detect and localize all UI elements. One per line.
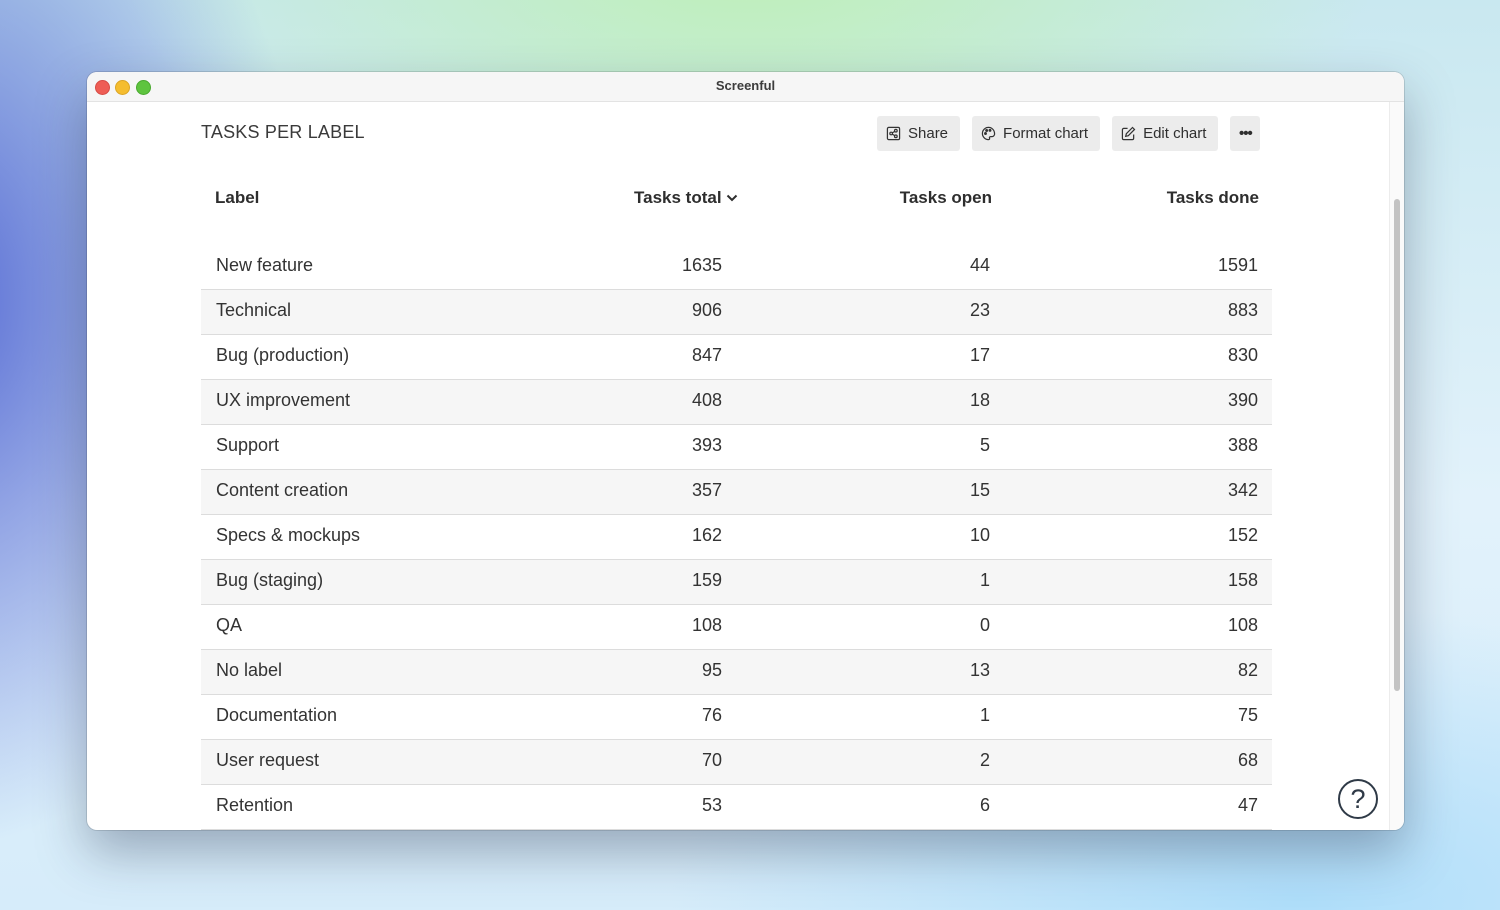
cell-tasks-open: 15 [969, 480, 990, 500]
table-row[interactable]: Retention 53 6 47 [201, 785, 1272, 830]
close-window-button[interactable] [95, 80, 110, 95]
cell-label: Content creation [216, 480, 349, 500]
cell-tasks-done: 830 [1227, 345, 1258, 365]
cell-tasks-open: 1 [979, 570, 990, 590]
table-row[interactable]: UX improvement 408 18 390 [201, 380, 1272, 425]
cell-label: User request [216, 750, 320, 770]
cell-tasks-done: 68 [1237, 750, 1258, 770]
cell-label: UX improvement [216, 390, 351, 410]
cell-tasks-total: 162 [691, 525, 722, 545]
cell-tasks-done: 152 [1227, 525, 1258, 545]
tasks-table: Label Tasks total Tasks open Tasks done [201, 177, 1272, 830]
maximize-window-button[interactable] [136, 80, 151, 95]
window-title: Screenful [715, 78, 776, 93]
cell-tasks-total: 70 [701, 750, 722, 770]
table-row[interactable]: Technical 906 23 883 [201, 290, 1272, 335]
cell-tasks-done: 82 [1237, 660, 1258, 680]
cell-tasks-total: 159 [691, 570, 722, 590]
page-title: TASKS PER LABEL [201, 122, 365, 142]
share-icon [886, 126, 901, 141]
cell-label: QA [216, 615, 243, 635]
cell-label: Documentation [216, 705, 338, 725]
table-row[interactable]: New feature 1635 44 1591 [201, 245, 1272, 290]
format-chart-button-label: Format chart [1003, 125, 1089, 142]
cell-tasks-total: 357 [691, 480, 722, 500]
table-row[interactable]: Bug (staging) 159 1 158 [201, 560, 1272, 605]
cell-tasks-open: 23 [969, 300, 990, 320]
cell-tasks-done: 47 [1237, 795, 1258, 815]
cell-tasks-total: 108 [691, 615, 722, 635]
table-row[interactable]: Bug (production) 847 17 830 [201, 335, 1272, 380]
cell-tasks-total: 95 [701, 660, 722, 680]
cell-tasks-total: 393 [691, 435, 722, 455]
palette-icon [981, 126, 996, 141]
more-options-button[interactable]: ••• [1230, 116, 1261, 151]
share-button[interactable]: Share [877, 116, 961, 151]
cell-tasks-open: 2 [979, 750, 990, 770]
cell-tasks-total: 53 [701, 795, 722, 815]
cell-tasks-done: 1591 [1217, 255, 1258, 275]
cell-tasks-open: 17 [969, 345, 990, 365]
cell-tasks-done: 390 [1227, 390, 1258, 410]
table-header: Label Tasks total Tasks open Tasks done [201, 177, 1272, 225]
cell-tasks-total: 76 [701, 705, 722, 725]
table-row[interactable]: No label 95 13 82 [201, 650, 1272, 695]
app-window: Screenful TASKS PER LABEL Share [87, 72, 1404, 830]
cell-label: New feature [216, 255, 314, 275]
table-row[interactable]: User request 70 2 68 [201, 740, 1272, 785]
cell-tasks-done: 342 [1227, 480, 1258, 500]
column-header-tasks-done[interactable]: Tasks done [1166, 188, 1259, 207]
cell-tasks-open: 5 [979, 435, 990, 455]
share-button-label: Share [908, 125, 949, 142]
cell-label: No label [216, 660, 283, 680]
edit-chart-button-label: Edit chart [1143, 125, 1207, 142]
cell-label: Specs & mockups [216, 525, 361, 545]
help-button[interactable]: ? [1338, 779, 1378, 819]
cell-tasks-open: 6 [979, 795, 990, 815]
vertical-scrollbar[interactable] [1389, 102, 1404, 830]
cell-tasks-done: 883 [1227, 300, 1258, 320]
minimize-window-button[interactable] [115, 80, 130, 95]
edit-chart-button[interactable]: Edit chart [1112, 116, 1219, 151]
format-chart-button[interactable]: Format chart [972, 116, 1101, 151]
column-header-tasks-open[interactable]: Tasks open [899, 188, 992, 207]
table-row[interactable]: Specs & mockups 162 10 152 [201, 515, 1272, 560]
column-header-label[interactable]: Label [215, 188, 260, 207]
table-row[interactable]: QA 108 0 108 [201, 605, 1272, 650]
cell-label: Support [216, 435, 280, 455]
cell-tasks-open: 44 [969, 255, 990, 275]
cell-tasks-total: 847 [691, 345, 722, 365]
column-header-tasks-total[interactable]: Tasks total [634, 188, 738, 208]
table-row[interactable]: Content creation 357 15 342 [201, 470, 1272, 515]
cell-tasks-open: 1 [979, 705, 990, 725]
cell-label: Bug (staging) [216, 570, 324, 590]
more-icon: ••• [1239, 125, 1253, 142]
sort-descending-icon [726, 194, 738, 202]
cell-tasks-total: 408 [691, 390, 722, 410]
cell-tasks-open: 13 [969, 660, 990, 680]
table-row[interactable]: Support 393 5 388 [201, 425, 1272, 470]
cell-tasks-open: 10 [969, 525, 990, 545]
cell-tasks-done: 158 [1227, 570, 1258, 590]
scrollbar-thumb[interactable] [1394, 199, 1400, 691]
cell-tasks-done: 75 [1237, 705, 1258, 725]
chart-toolbar: Share Format chart [877, 116, 1261, 151]
table-body: New feature 1635 44 1591 Technical 906 23 883 Bu… [201, 245, 1272, 830]
table-row[interactable]: Documentation 76 1 75 [201, 695, 1272, 740]
edit-icon [1121, 126, 1136, 141]
cell-label: Bug (production) [216, 345, 350, 365]
cell-tasks-done: 108 [1227, 615, 1258, 635]
cell-tasks-open: 0 [979, 615, 990, 635]
question-icon: ? [1350, 783, 1366, 814]
main-content: TASKS PER LABEL Share [87, 102, 1390, 830]
cell-tasks-done: 388 [1227, 435, 1258, 455]
cell-tasks-open: 18 [969, 390, 990, 410]
cell-label: Technical [216, 300, 292, 320]
cell-label: Retention [216, 795, 294, 815]
title-bar: Screenful [87, 72, 1404, 102]
cell-tasks-total: 906 [691, 300, 722, 320]
cell-tasks-total: 1635 [681, 255, 722, 275]
